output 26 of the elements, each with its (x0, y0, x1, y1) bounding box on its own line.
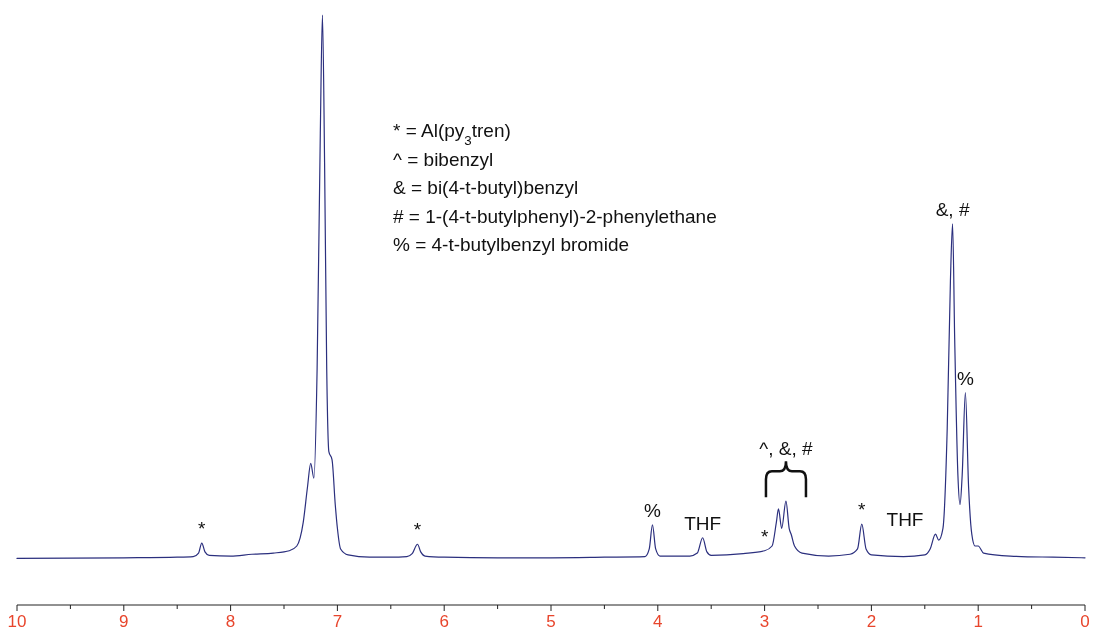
annotation: # = 1-(4-t-butylphenyl)-2-phenylethane (393, 205, 717, 227)
x-tick-label: 1 (973, 612, 983, 631)
x-tick-label: 9 (119, 612, 129, 631)
annotation: THF (684, 512, 722, 534)
x-tick-label: 5 (546, 612, 556, 631)
annotation: % (956, 367, 974, 389)
annotation: ^ = bibenzyl (393, 148, 494, 170)
annotation: * (413, 519, 422, 541)
x-tick-label: 3 (759, 612, 770, 631)
annotation: % = 4-t-butylbenzyl bromide (393, 234, 630, 255)
x-tick-label: 0 (1080, 612, 1090, 631)
annotation: & = bi(4-t-butyl)benzyl (393, 177, 579, 198)
annotation: * = Al(py$_{3}$tren) (393, 120, 511, 148)
x-tick-label: 4 (653, 612, 663, 631)
annotation: * (198, 518, 207, 540)
x-tick-label: 10 (7, 612, 27, 631)
annotation: ^, &, # (759, 438, 814, 460)
x-tick-label: 8 (225, 612, 236, 631)
annotation: * (858, 499, 867, 521)
annotation: THF (886, 509, 924, 531)
x-tick-label: 6 (439, 612, 449, 631)
x-tick-label: 2 (866, 612, 877, 631)
annotation: &, # (935, 198, 970, 220)
annotation: * (760, 525, 769, 547)
x-tick-label: 7 (332, 612, 343, 631)
annotation: % (644, 499, 662, 521)
